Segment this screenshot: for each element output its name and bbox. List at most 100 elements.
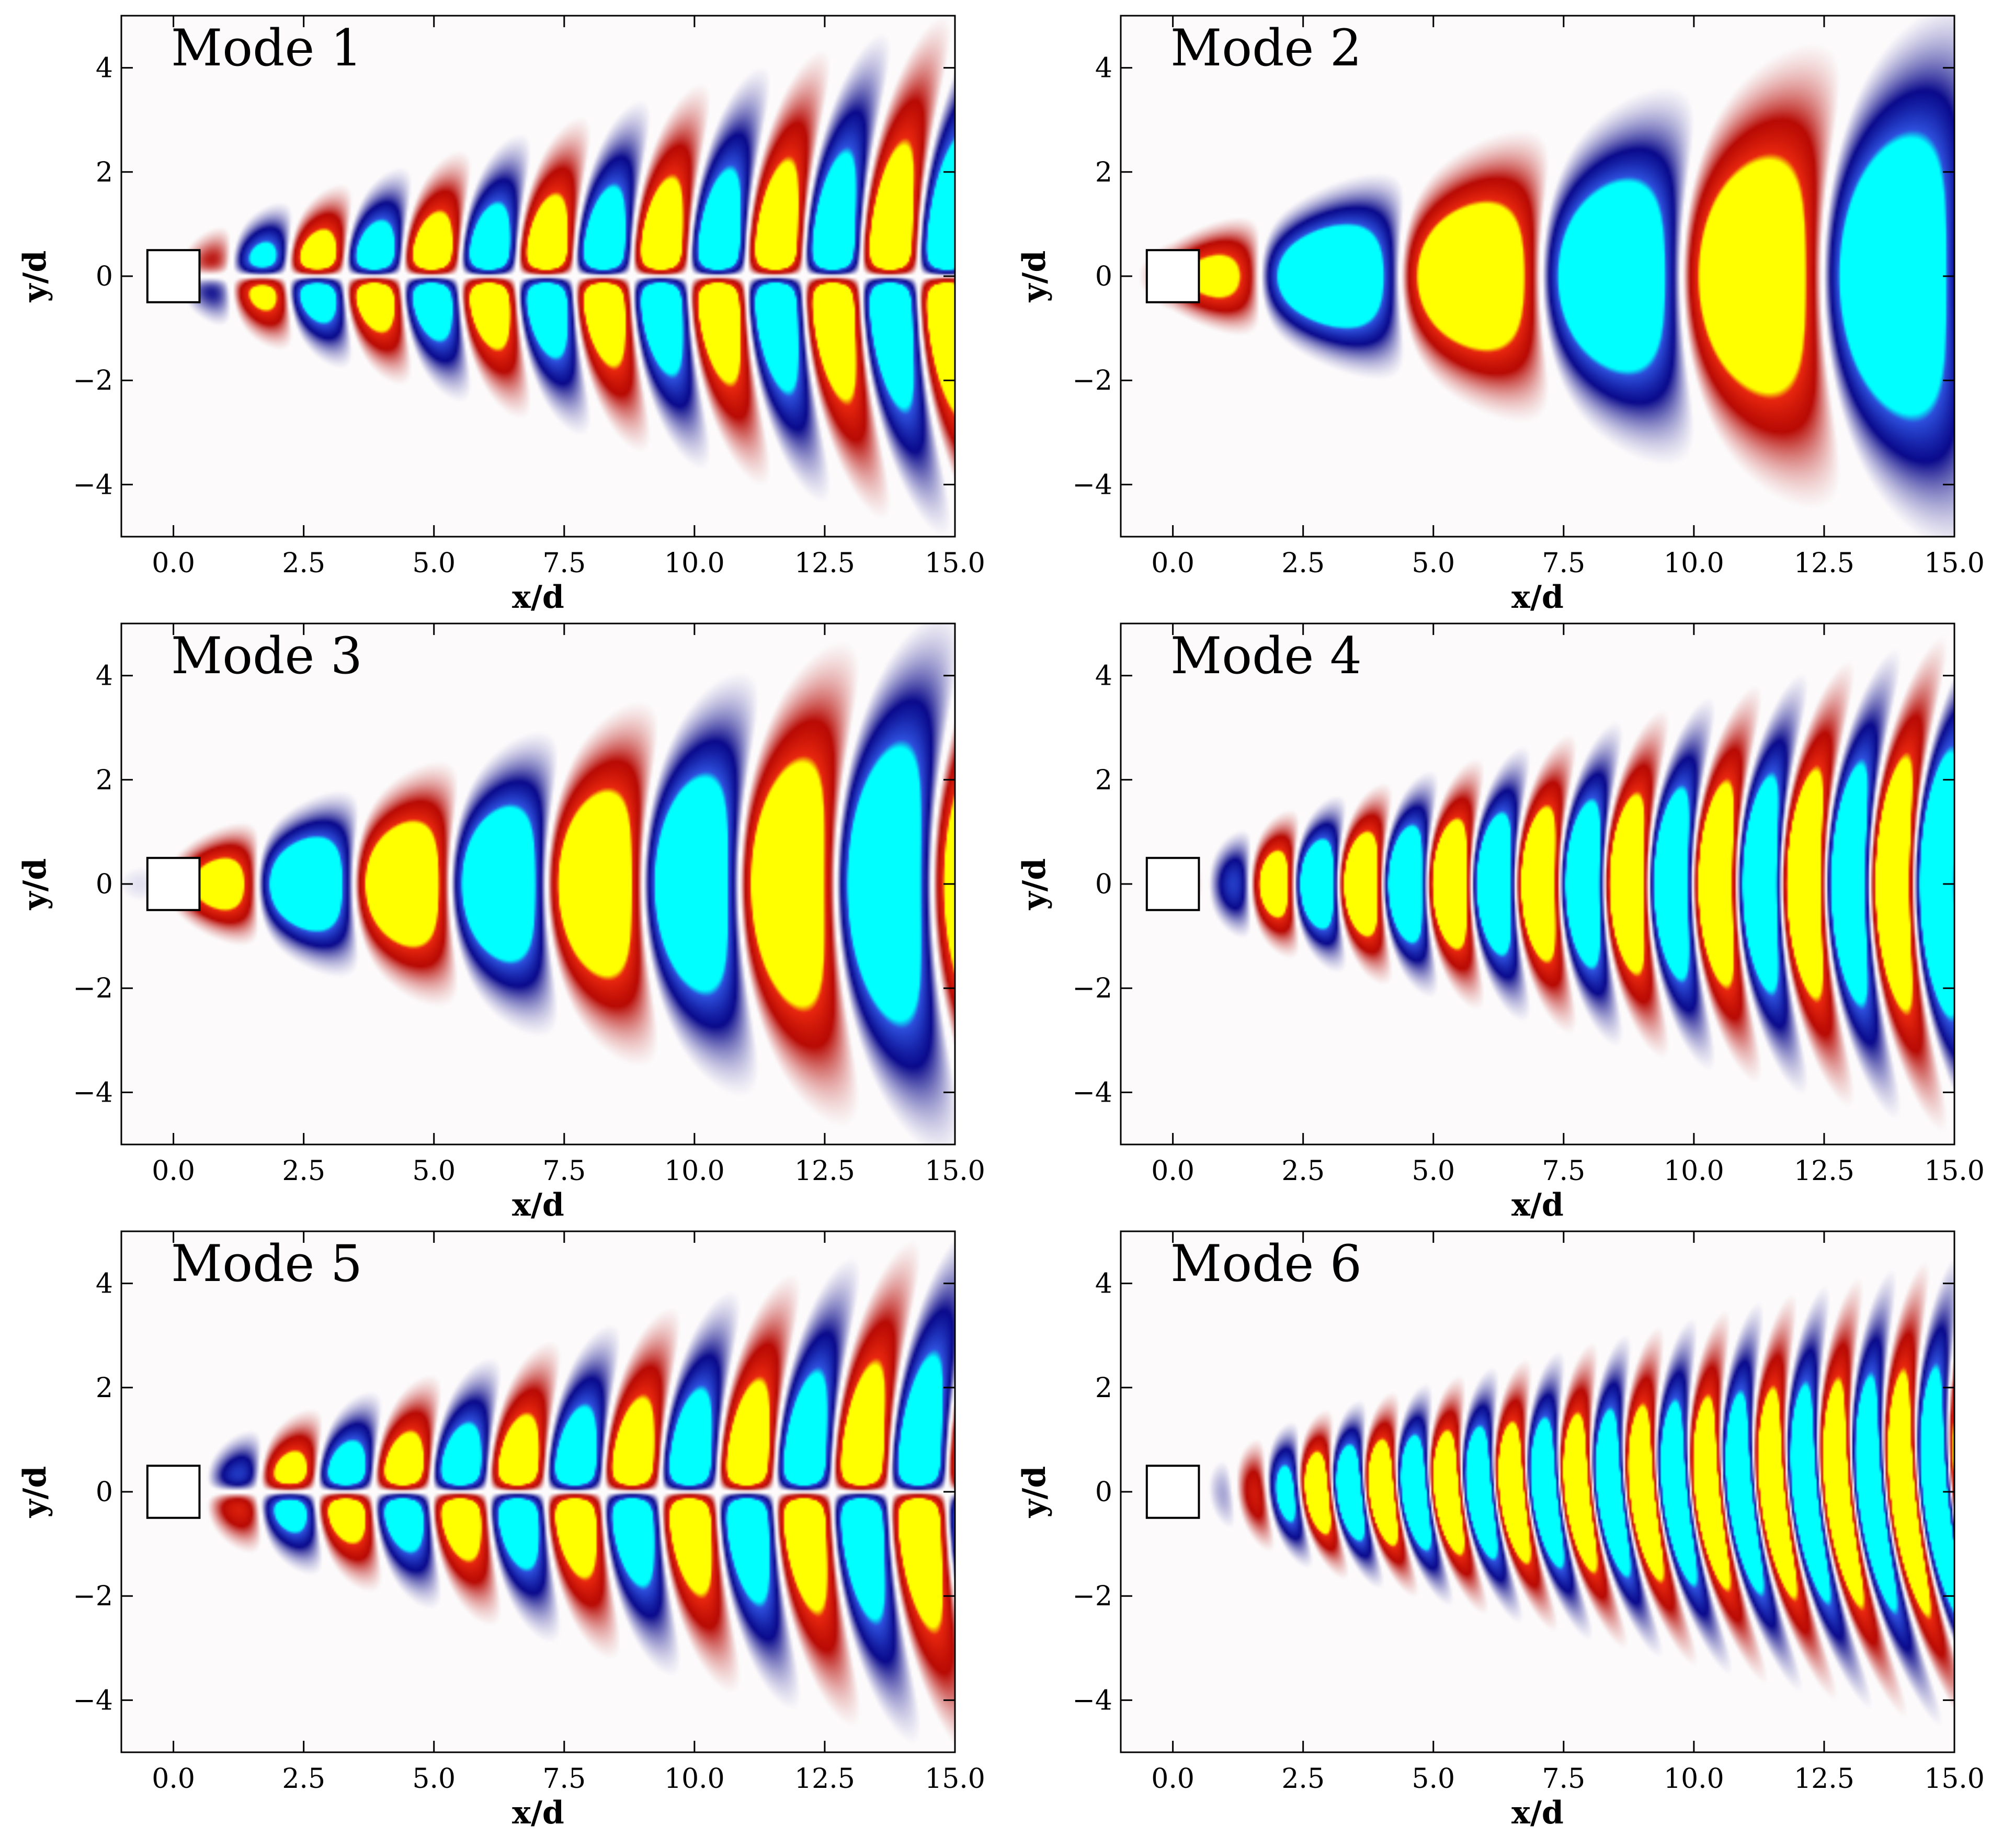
- mode-panel-3: 0.0 2.5 5.0 7.5 10.0 12.5 15.0 4 2 0 −2 −4 x/d y/d Mod…: [17, 622, 985, 1223]
- mode-5-xlabel: x/d: [512, 1795, 564, 1831]
- mode-1-xtick-label: 7.5: [542, 548, 586, 579]
- mode-2-xtick-label: 7.5: [1542, 548, 1585, 579]
- mode-2-ylabel: y/d: [1016, 251, 1053, 303]
- mode-1-title: Mode 1: [171, 19, 362, 77]
- mode-3-xtick-label: 7.5: [542, 1155, 586, 1187]
- mode-2-xtick-label: 0.0: [1151, 548, 1194, 579]
- mode-6-xtick-label: 7.5: [1542, 1763, 1585, 1795]
- mode-4-xtick-label: 0.0: [1151, 1155, 1194, 1187]
- mode-6-xtick-label: 0.0: [1151, 1763, 1194, 1795]
- mode-1-ytick-label: −2: [73, 365, 113, 396]
- mode-3-ytick-label: −4: [73, 1077, 113, 1108]
- mode-4-ytick-label: 0: [1095, 869, 1112, 900]
- mode-6-xlabel: x/d: [1511, 1795, 1564, 1831]
- mode-3-ytick-label: 2: [96, 765, 113, 796]
- mode-3-title: Mode 3: [171, 627, 362, 685]
- mode-1-xtick-label: 15.0: [925, 548, 985, 579]
- mode-4-ytick-label: −2: [1072, 973, 1112, 1004]
- mode-2-ytick-label: 0: [1095, 261, 1112, 292]
- mode-panel-2: 0.0 2.5 5.0 7.5 10.0 12.5 15.0 4 2 0 −2 −4 x/d y/d Mod…: [1016, 15, 1985, 616]
- mode-4-title: Mode 4: [1170, 627, 1362, 685]
- mode-3-ytick-label: −2: [73, 973, 113, 1004]
- mode-1-field-heatmap: [121, 16, 955, 537]
- mode-5-ytick-label: −2: [73, 1581, 113, 1612]
- mode-1-xtick-label: 10.0: [664, 548, 725, 579]
- mode-3-xtick-label: 0.0: [152, 1155, 195, 1187]
- mode-1-xtick-label: 0.0: [152, 548, 195, 579]
- mode-2-title: Mode 2: [1170, 19, 1362, 77]
- mode-6-ylabel: y/d: [1016, 1466, 1053, 1518]
- mode-1-ytick-label: −4: [73, 469, 113, 501]
- mode-6-title: Mode 6: [1170, 1234, 1362, 1293]
- mode-panel-5: 0.0 2.5 5.0 7.5 10.0 12.5 15.0 4 2 0 −2 −4 x/d y/d Mod…: [17, 1230, 985, 1831]
- mode-4-xtick-label: 5.0: [1412, 1155, 1455, 1187]
- mode-2-xtick-label: 12.5: [1794, 548, 1855, 579]
- mode-3-field-heatmap: [121, 623, 955, 1144]
- mode-3-cylinder: [146, 857, 201, 911]
- mode-1-ytick-label: 4: [96, 53, 113, 84]
- mode-5-xtick-label: 15.0: [925, 1763, 985, 1795]
- mode-2-ytick-label: −4: [1072, 469, 1112, 501]
- mode-4-xtick-label: 7.5: [1542, 1155, 1585, 1187]
- mode-6-ytick-label: 4: [1095, 1268, 1112, 1300]
- mode-2-cylinder: [1145, 249, 1200, 303]
- mode-3-xtick-label: 15.0: [925, 1155, 985, 1187]
- mode-5-ytick-label: 0: [96, 1477, 113, 1508]
- mode-5-ylabel: y/d: [17, 1466, 53, 1518]
- mode-3-xlabel: x/d: [512, 1187, 564, 1223]
- mode-4-ytick-label: −4: [1072, 1077, 1112, 1108]
- mode-5-xtick-label: 2.5: [282, 1763, 325, 1795]
- mode-5-xtick-label: 5.0: [412, 1763, 456, 1795]
- mode-1-cylinder: [146, 249, 201, 303]
- mode-4-ylabel: y/d: [1016, 858, 1053, 911]
- mode-3-ytick-label: 0: [96, 869, 113, 900]
- mode-1-xtick-label: 5.0: [412, 548, 456, 579]
- mode-1-ytick-label: 2: [96, 157, 113, 188]
- mode-4-xtick-label: 15.0: [1924, 1155, 1985, 1187]
- mode-1-ylabel: y/d: [17, 251, 53, 303]
- mode-5-field-heatmap: [121, 1231, 955, 1752]
- mode-4-xtick-label: 2.5: [1281, 1155, 1325, 1187]
- mode-5-cylinder: [146, 1465, 201, 1519]
- mode-6-ytick-label: 2: [1095, 1373, 1112, 1404]
- mode-4-ytick-label: 4: [1095, 661, 1112, 692]
- mode-panel-4: 0.0 2.5 5.0 7.5 10.0 12.5 15.0 4 2 0 −2 −4 x/d y/d Mod…: [1016, 622, 1985, 1223]
- mode-6-cylinder: [1145, 1465, 1200, 1519]
- mode-6-xtick-label: 10.0: [1664, 1763, 1724, 1795]
- mode-6-xtick-label: 2.5: [1281, 1763, 1325, 1795]
- mode-3-xtick-label: 5.0: [412, 1155, 456, 1187]
- mode-6-ytick-label: −4: [1072, 1685, 1112, 1716]
- mode-4-field-heatmap: [1121, 623, 1954, 1144]
- mode-6-field-heatmap: [1121, 1231, 1954, 1752]
- mode-4-ytick-label: 2: [1095, 765, 1112, 796]
- mode-1-xtick-label: 12.5: [794, 548, 855, 579]
- mode-4-xtick-label: 12.5: [1794, 1155, 1855, 1187]
- mode-1-xtick-label: 2.5: [282, 548, 325, 579]
- mode-4-xlabel: x/d: [1511, 1187, 1564, 1223]
- mode-5-ytick-label: 4: [96, 1268, 113, 1300]
- mode-2-xtick-label: 5.0: [1412, 548, 1455, 579]
- mode-2-ytick-label: −2: [1072, 365, 1112, 396]
- mode-2-xtick-label: 2.5: [1281, 548, 1325, 579]
- mode-5-xtick-label: 7.5: [542, 1763, 586, 1795]
- mode-5-title: Mode 5: [171, 1234, 362, 1293]
- mode-5-xtick-label: 10.0: [664, 1763, 725, 1795]
- mode-6-xtick-label: 12.5: [1794, 1763, 1855, 1795]
- mode-5-ytick-label: 2: [96, 1373, 113, 1404]
- mode-panel-1: 0.0 2.5 5.0 7.5 10.0 12.5 15.0 4 2 0 −2 −4 x/d y/d Mod…: [17, 15, 985, 616]
- mode-6-xtick-label: 15.0: [1924, 1763, 1985, 1795]
- mode-5-xtick-label: 12.5: [794, 1763, 855, 1795]
- mode-1-ytick-label: 0: [96, 261, 113, 292]
- mode-6-ytick-label: 0: [1095, 1477, 1112, 1508]
- mode-3-xtick-label: 12.5: [794, 1155, 855, 1187]
- mode-1-xlabel: x/d: [512, 579, 564, 616]
- mode-3-xtick-label: 10.0: [664, 1155, 725, 1187]
- mode-2-ytick-label: 2: [1095, 157, 1112, 188]
- mode-6-xtick-label: 5.0: [1412, 1763, 1455, 1795]
- mode-2-field-heatmap: [1121, 16, 1954, 537]
- mode-4-xtick-label: 10.0: [1664, 1155, 1724, 1187]
- mode-5-xtick-label: 0.0: [152, 1763, 195, 1795]
- mode-panel-6: 0.0 2.5 5.0 7.5 10.0 12.5 15.0 4 2 0 −2 −4 x/d y/d Mod…: [1016, 1230, 1985, 1831]
- mode-3-xtick-label: 2.5: [282, 1155, 325, 1187]
